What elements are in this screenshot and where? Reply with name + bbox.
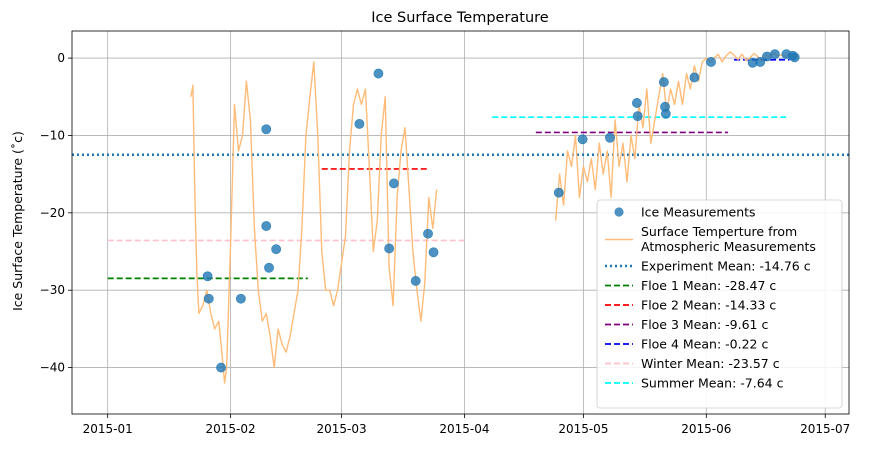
y-tick-label: −40 (40, 361, 65, 375)
ice-measurement-point (660, 108, 671, 119)
ice-measurement-point (216, 362, 226, 373)
legend-label: Ice Measurements (641, 205, 756, 220)
ice-measurement-point (354, 118, 365, 129)
y-tick-label: 0 (57, 51, 65, 65)
y-tick-label: −10 (40, 128, 65, 142)
x-tick-label: 2015-02 (206, 422, 256, 436)
ice-measurement-point (235, 293, 246, 304)
y-axis-ticks: 0 −10 −20 −30 −40 (40, 51, 72, 375)
ice-measurement-point (384, 243, 395, 254)
atmospheric-line-layer (190, 51, 798, 384)
legend-label: Summer Mean: -7.64 c (641, 376, 784, 391)
x-tick-label: 2015-03 (317, 422, 367, 436)
legend-label: Atmospheric Measurements (641, 239, 816, 254)
legend-box (596, 199, 843, 409)
ice-measurement-point (632, 98, 642, 108)
ice-measurement-point (388, 178, 399, 189)
ice-measurement-point (410, 276, 421, 286)
ice-measurement-point (632, 111, 643, 122)
ice-measurement-point (658, 77, 669, 87)
legend-label: Experiment Mean: -14.76 c (641, 259, 811, 274)
legend-label: Winter Mean: -23.57 c (641, 356, 780, 371)
ice-measurement-point (271, 244, 282, 255)
ice-measurement-point (428, 247, 439, 258)
x-tick-label: 2015-01 (83, 422, 133, 436)
x-tick-label: 2015-06 (681, 422, 731, 436)
legend-label: Floe 1 Mean: -28.47 c (641, 278, 776, 293)
ice-measurement-point (264, 262, 274, 273)
ice-measurement-point (577, 134, 588, 145)
plot-frame (71, 30, 850, 415)
legend-label: Floe 4 Mean: -0.22 c (641, 337, 768, 352)
ice-measurement-point (203, 293, 214, 304)
ice-measurement-point (789, 52, 800, 63)
y-axis-label: Ice Surface Temperature (˚c) (10, 131, 25, 311)
legend-marker (614, 207, 624, 217)
ice-measurement-point (373, 68, 384, 79)
legend: Ice Measurements Surface Temperture fromA… (596, 199, 843, 409)
ice-measurement-point (605, 132, 615, 143)
ice-measurement-point (769, 49, 780, 60)
x-axis-ticks: 2015-01 2015-02 2015-03 2015-04 2015-05 2015-… (83, 414, 850, 436)
ice-measurement-point (261, 124, 272, 135)
ice-measurement-point (423, 228, 433, 239)
x-tick-label: 2015-04 (439, 422, 489, 436)
legend-label: Floe 3 Mean: -9.61 c (641, 317, 768, 332)
x-tick-label: 2015-05 (558, 422, 608, 436)
x-tick-label: 2015-07 (800, 422, 850, 436)
ice-measurement-point (261, 221, 272, 231)
y-tick-label: −20 (40, 206, 65, 220)
legend-label: Floe 2 Mean: -14.33 c (641, 298, 776, 313)
ice-measurement-point (689, 72, 700, 83)
y-tick-label: −30 (40, 283, 65, 297)
atmospheric-temperature-line (190, 51, 798, 384)
chart-title: Ice Surface Temperature (371, 10, 549, 26)
legend-label: Surface Temperture from (641, 224, 797, 239)
ice-measurement-points (202, 49, 800, 373)
ice-measurement-point (553, 187, 564, 198)
ice-measurement-point (755, 57, 766, 67)
ice-measurement-point (706, 57, 716, 67)
ice-measurement-point (202, 271, 213, 282)
